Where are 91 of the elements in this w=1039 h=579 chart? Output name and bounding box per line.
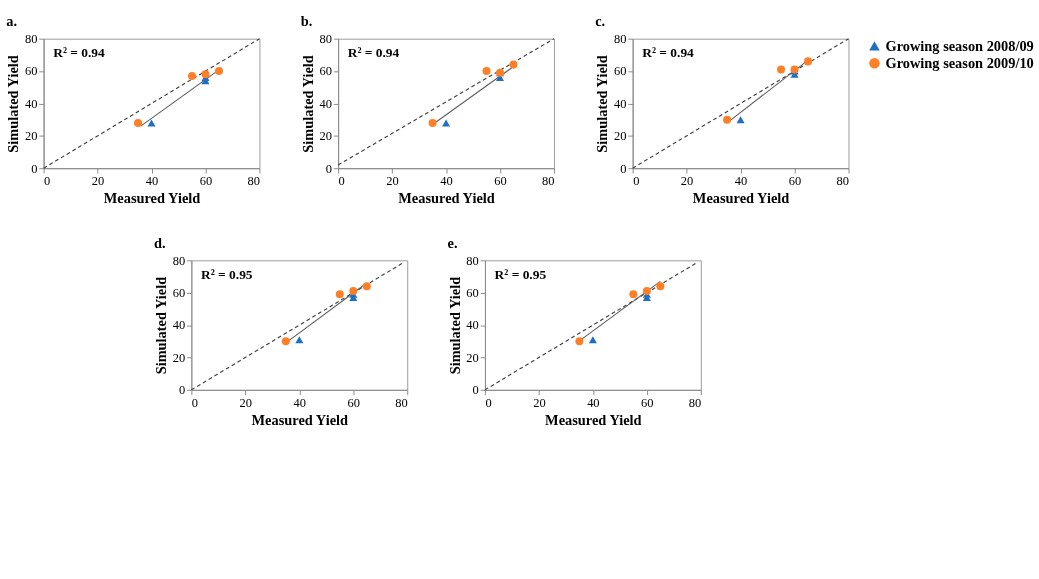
x-tick-label: 60	[347, 395, 360, 410]
y-tick-label: 0	[472, 383, 479, 398]
x-tick-label: 0	[485, 395, 492, 410]
x-tick-label: 80	[247, 174, 260, 189]
point	[588, 336, 597, 344]
y-tick-label: 0	[178, 383, 186, 398]
x-tick-label: 20	[680, 174, 694, 189]
y-axis-title: Simulated Yield	[446, 276, 463, 375]
x-axis-title: Measured Yield	[251, 411, 349, 428]
point	[804, 57, 813, 66]
annotation: R² = 0.94	[53, 44, 106, 60]
y-tick-label: 20	[172, 350, 186, 365]
x-axis-title: Measured Yield	[545, 411, 642, 428]
x-tick-label: 40	[734, 174, 748, 189]
y-tick-label: 80	[466, 253, 479, 268]
y-tick-label: 0	[620, 161, 627, 176]
point	[482, 67, 491, 76]
x-tick-label: 0	[633, 174, 640, 189]
x-tick-label: 0	[338, 174, 345, 189]
point	[777, 65, 786, 74]
x-tick-label: 60	[788, 174, 802, 189]
annotation: R² = 0.95	[494, 266, 547, 282]
x-tick-label: 0	[191, 395, 199, 410]
y-tick-label: 60	[24, 64, 38, 79]
y-tick-label: 60	[319, 64, 332, 79]
y-tick-label: 20	[24, 129, 38, 144]
y-tick-label: 0	[325, 161, 332, 176]
point	[362, 282, 371, 291]
y-axis-title: Simulated Yield	[299, 55, 316, 153]
x-axis-title: Measured Yield	[692, 190, 790, 207]
point	[281, 337, 290, 346]
point	[295, 336, 304, 344]
x-axis-title: Measured Yield	[103, 190, 201, 207]
y-tick-label: 80	[613, 32, 627, 47]
y-tick-label: 40	[319, 96, 332, 111]
x-tick-label: 20	[91, 174, 105, 189]
y-axis-title: Simulated Yield	[594, 55, 611, 153]
legend-label: Growing season 2008/09	[885, 37, 1034, 54]
x-tick-label: 40	[440, 174, 453, 189]
point	[736, 116, 745, 124]
point	[575, 337, 584, 346]
point	[428, 118, 437, 127]
x-tick-label: 80	[688, 395, 702, 410]
y-tick-label: 60	[613, 64, 627, 79]
chart-title: c.	[595, 13, 606, 30]
y-axis-title: Simulated Yield	[152, 276, 169, 375]
chart-title: e.	[447, 234, 458, 251]
y-tick-label: 20	[613, 129, 627, 144]
annotation: R² = 0.95	[200, 266, 253, 282]
y-tick-label: 40	[24, 96, 38, 111]
point	[629, 290, 638, 299]
x-tick-label: 40	[293, 395, 307, 410]
x-tick-label: 0	[44, 174, 51, 189]
chart-title: d.	[153, 234, 166, 251]
y-tick-label: 80	[319, 32, 332, 47]
point	[509, 60, 518, 69]
y-tick-label: 60	[466, 286, 479, 301]
y-axis-title: Simulated Yield	[5, 55, 22, 153]
x-tick-label: 60	[494, 174, 507, 189]
x-axis-title: Measured Yield	[398, 190, 495, 207]
y-tick-label: 0	[31, 161, 38, 176]
point	[201, 70, 210, 79]
y-tick-label: 40	[466, 318, 479, 333]
point	[134, 118, 143, 127]
x-tick-label: 20	[239, 395, 253, 410]
y-tick-label: 20	[466, 350, 479, 365]
point	[723, 115, 732, 124]
y-tick-label: 80	[172, 253, 186, 268]
x-tick-label: 60	[199, 174, 213, 189]
y-tick-label: 80	[24, 32, 38, 47]
point	[187, 71, 197, 80]
point	[214, 67, 223, 76]
chart-title: b.	[300, 13, 313, 30]
y-tick-label: 60	[172, 286, 186, 301]
annotation: R² = 0.94	[347, 44, 400, 60]
legend-label: Growing season 2009/10	[885, 54, 1034, 71]
chart-title: a.	[6, 13, 17, 30]
x-tick-label: 80	[836, 174, 849, 189]
point	[656, 282, 665, 291]
y-tick-label: 40	[613, 96, 627, 111]
x-tick-label: 40	[145, 174, 159, 189]
x-tick-label: 80	[395, 395, 408, 410]
annotation: R² = 0.94	[642, 44, 695, 60]
x-tick-label: 80	[542, 174, 555, 189]
y-tick-label: 20	[319, 129, 332, 144]
point	[335, 290, 344, 299]
x-tick-label: 60	[641, 395, 654, 410]
x-tick-label: 40	[587, 395, 600, 410]
x-tick-label: 20	[386, 174, 399, 189]
y-tick-label: 40	[172, 318, 186, 333]
x-tick-label: 20	[533, 395, 546, 410]
